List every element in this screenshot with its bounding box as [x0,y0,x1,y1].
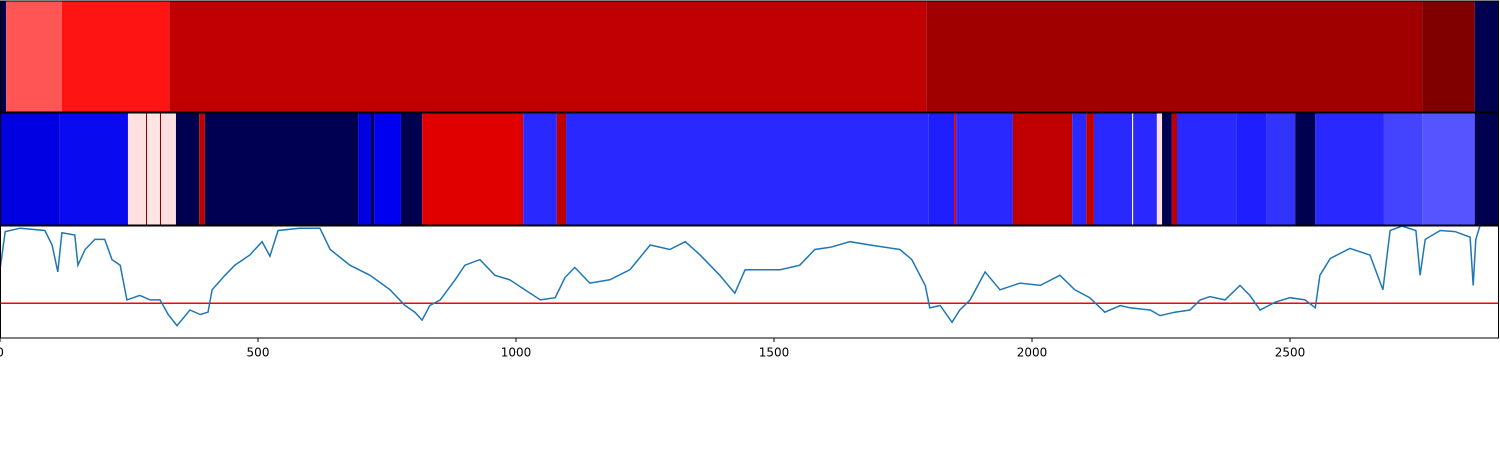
color-segment [1156,113,1163,225]
color-segment [1474,1,1499,112]
color-segment [159,113,161,225]
x-tick-label: 1000 [501,346,532,360]
color-segment [0,1,7,112]
color-segment [926,1,1423,112]
x-tick-label: 500 [247,346,270,360]
color-segment [1133,113,1157,225]
color-segment [0,113,60,225]
color-segment [1162,113,1172,225]
color-segment [1236,113,1267,225]
color-segment [1093,113,1133,225]
color-segment [1295,113,1316,225]
color-segment [1072,113,1087,225]
color-segment [374,113,401,225]
color-segment [954,113,957,225]
color-segment [199,113,205,225]
color-segment [371,113,375,225]
color-segment [1315,113,1384,225]
panel-frame [0,225,1499,339]
data-line [0,225,1481,327]
color-segment [1177,113,1237,225]
color-segment [175,113,200,225]
color-segment [928,113,955,225]
color-segment [422,113,524,225]
color-segment [523,113,557,225]
color-segment [160,113,176,225]
color-segment [147,113,160,225]
color-segment [1422,1,1475,112]
color-segment [1171,113,1178,225]
color-segment [1012,113,1073,225]
color-segment [1266,113,1296,225]
color-segment [556,113,567,225]
color-segment [1422,113,1475,225]
color-segment [61,1,170,112]
color-segment [400,113,423,225]
x-tick-label: 2000 [1017,346,1048,360]
x-tick-label: 2500 [1275,346,1306,360]
x-tick-label: 0 [0,346,4,360]
panel-frame [0,112,1499,226]
color-segment [1132,113,1134,225]
color-segment [59,113,128,225]
color-segment [169,1,927,112]
color-segment [1383,113,1423,225]
panel-frame [0,0,1499,113]
color-segment [566,113,929,225]
color-segment [146,113,148,225]
color-segment [127,113,147,225]
color-segment [358,113,372,225]
color-segment [6,1,62,112]
color-segment [956,113,1013,225]
color-segment [1474,113,1499,225]
x-tick-label: 1500 [759,346,790,360]
color-segment [1086,113,1094,225]
color-segment [204,113,359,225]
